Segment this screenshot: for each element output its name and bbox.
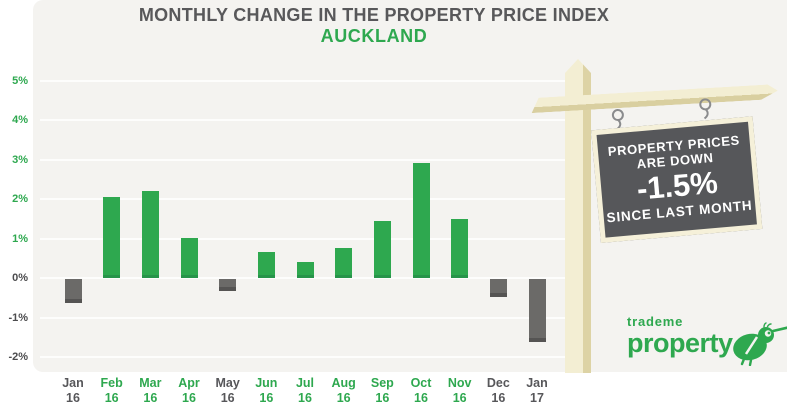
x-axis-label-nov-16: Nov 16 [447, 376, 472, 405]
gridline--2% [40, 356, 567, 358]
kiwi-bird-icon [733, 322, 787, 366]
bar-apr-16 [180, 238, 198, 278]
bar-aug-16 [335, 248, 353, 278]
y-axis-tick--2%: -2% [8, 351, 28, 363]
y-axis-tick--1%: -1% [8, 311, 28, 324]
y-axis-tick-1%: 1% [12, 232, 28, 245]
gridline-3% [40, 158, 567, 161]
bar-jul-16 [296, 262, 314, 278]
gridline-1% [40, 237, 567, 240]
x-axis-label-mar-16: Mar 16 [139, 376, 162, 405]
header: MONTHLY CHANGE IN THE PROPERTY PRICE IND… [33, 5, 715, 46]
trademe-property-logo: trademe property [627, 314, 787, 366]
x-axis-label-may-16: May 16 [215, 376, 240, 405]
x-axis-label-jan-16: Jan 16 [62, 376, 84, 405]
logo-property-text: property [627, 328, 733, 358]
sign-board: PROPERTY PRICES ARE DOWN -1.5% SINCE LAS… [591, 116, 763, 243]
bar-may-16 [219, 279, 237, 291]
bar-jan-16 [64, 279, 82, 303]
y-axis-tick-3%: 3% [12, 153, 28, 166]
x-axis-label-dec-16: Dec 16 [486, 376, 510, 405]
bar-dec-16 [489, 279, 507, 297]
bar-feb-16 [103, 197, 121, 278]
x-axis-label-jul-16: Jul 16 [295, 376, 315, 405]
x-axis-label-sep-16: Sep 16 [370, 376, 394, 405]
y-axis-tick-4%: 4% [12, 114, 28, 126]
gridline-2% [40, 198, 567, 200]
y-axis-tick-2%: 2% [12, 193, 28, 205]
bar-oct-16 [412, 163, 430, 278]
x-axis-label-aug-16: Aug 16 [331, 376, 356, 405]
chart-subtitle: AUCKLAND [320, 26, 428, 46]
gridline-0% [40, 277, 567, 279]
gridline--1% [40, 316, 567, 319]
x-axis-label-feb-16: Feb 16 [100, 376, 123, 405]
gridline-5% [40, 79, 567, 82]
bar-jun-16 [257, 252, 275, 278]
x-axis-label-apr-16: Apr 16 [178, 376, 200, 405]
bar-sep-16 [373, 221, 391, 278]
bar-mar-16 [141, 191, 159, 278]
y-axis-tick-0%: 0% [12, 272, 28, 284]
signpost-pole [565, 59, 591, 373]
x-axis-label-jan-17: Jan 17 [526, 376, 548, 405]
y-axis-tick-5%: 5% [12, 74, 28, 87]
x-axis-label-jun-16: Jun 16 [255, 376, 278, 405]
x-axis-label-oct-16: Oct 16 [410, 376, 432, 405]
bar-jan-17 [528, 279, 546, 342]
chart-title: MONTHLY CHANGE IN THE PROPERTY PRICE IND… [138, 5, 610, 25]
logo-trademe-text: trademe [627, 314, 684, 329]
bar-nov-16 [451, 219, 469, 278]
sign-board-group: PROPERTY PRICES ARE DOWN -1.5% SINCE LAS… [589, 94, 767, 248]
gridline-4% [40, 119, 567, 121]
